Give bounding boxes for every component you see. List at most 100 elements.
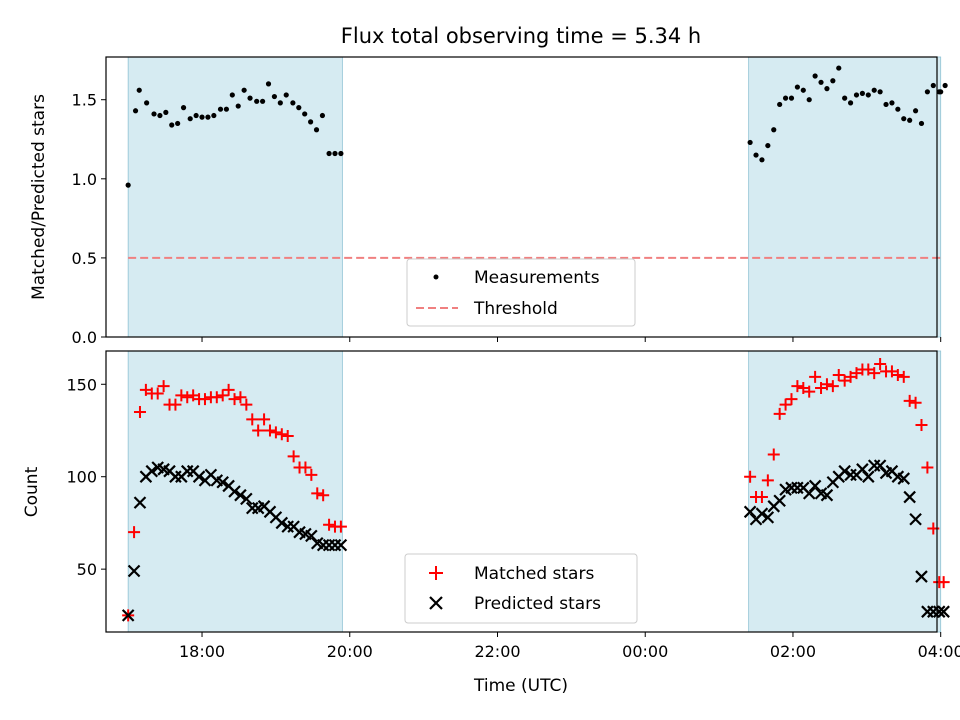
measurement-point (842, 95, 848, 101)
top-x-ticks (201, 337, 942, 342)
predicted-star-point (937, 605, 950, 618)
matched-star-point (198, 393, 211, 406)
measurement-point (836, 65, 842, 71)
predicted-star-point (909, 512, 922, 526)
bottom-legend-box (404, 553, 638, 624)
predicted-star-point (862, 470, 875, 483)
predicted-star-point (915, 570, 928, 583)
predicted-star-point (761, 511, 775, 524)
measurement-point (938, 89, 944, 95)
predicted-star-point (932, 605, 946, 618)
bottom-legend: Matched stars Predicted stars (404, 553, 638, 624)
x-axis-label: Time (UTC) (473, 676, 568, 696)
top-ytick-label: 0.5 (72, 249, 97, 268)
measurement-point (777, 101, 783, 108)
panel-flux: Flux total observing time = 5.34 h 0.00.… (29, 24, 948, 347)
measurement-point (853, 92, 860, 98)
bottom-xtick-label: 00:00 (622, 642, 668, 661)
measurement-point (125, 182, 131, 188)
measurement-point (865, 92, 871, 98)
measurement-point (871, 87, 877, 93)
top-observing-window-0 (127, 56, 343, 338)
measurement-point (277, 100, 283, 106)
matched-star-point (803, 385, 816, 398)
legend-threshold-label: Threshold (473, 299, 558, 319)
measurement-point (175, 120, 181, 127)
bottom-ytick-label: 150 (66, 375, 97, 394)
measurement-point (924, 89, 930, 95)
bottom-y-axis: 50 100 150 (66, 375, 106, 579)
measurement-point (901, 116, 907, 122)
matched-star-point (228, 393, 241, 406)
predicted-star-point (240, 492, 253, 506)
top-legend-box (406, 258, 636, 327)
measurement-point (144, 100, 150, 106)
matched-star-point (210, 391, 223, 404)
measurement-point (830, 78, 836, 84)
matched-star-point (252, 424, 265, 437)
measurement-point (930, 82, 936, 89)
matched-star-point (868, 367, 881, 380)
measurement-point (859, 90, 865, 96)
measurement-point (918, 120, 925, 127)
legend-measurements-label: Measurements (474, 268, 600, 288)
measurement-point (163, 109, 169, 115)
measurement-point (788, 95, 795, 101)
measurement-point (302, 111, 308, 117)
legend-matched-marker (429, 566, 443, 580)
matched-star-point (773, 407, 786, 420)
matched-star-point (175, 389, 188, 402)
matched-star-point (240, 398, 253, 411)
matched-star-point (897, 370, 910, 383)
predicted-star-point (773, 494, 786, 508)
measurement-point (942, 82, 948, 89)
measurement-point (877, 89, 883, 95)
matched-star-point (258, 413, 271, 426)
measurement-point (283, 92, 289, 98)
matched-star-point (311, 487, 324, 500)
measurement-point (332, 150, 338, 157)
matched-star-point (761, 474, 774, 487)
measurement-point (794, 84, 800, 90)
measurement-point (259, 98, 266, 104)
legend-matched-label: Matched stars (474, 564, 594, 584)
measurement-point (199, 114, 205, 120)
measurement-point (254, 98, 260, 104)
matched-star-point (832, 369, 845, 382)
measurement-point (319, 112, 326, 119)
predicted-star-point (145, 464, 159, 478)
matched-star-point (181, 391, 194, 404)
matched-star-point (755, 491, 768, 504)
measurement-point (235, 103, 241, 109)
predicted-star-point (234, 488, 247, 502)
measurement-point (326, 150, 332, 157)
matched-star-point (826, 380, 839, 393)
matched-star-point (891, 369, 904, 382)
bottom-xtick-label: 22:00 (474, 642, 520, 661)
measurement-point (806, 97, 812, 103)
bottom-markers-layer (121, 357, 950, 622)
matched-star-point (820, 378, 833, 391)
matched-star-point (151, 387, 164, 400)
matched-star-point (915, 418, 928, 431)
matched-star-point (299, 461, 312, 474)
matched-star-point (874, 357, 887, 370)
bottom-ytick-label: 50 (77, 560, 97, 579)
predicted-star-point (275, 516, 289, 530)
matched-star-point (275, 428, 288, 441)
matched-star-point (785, 393, 798, 406)
top-ytick-label: 1.0 (72, 170, 97, 189)
legend-predicted-label: Predicted stars (474, 594, 601, 614)
top-legend: Measurements Threshold (406, 258, 636, 327)
predicted-star-point (897, 472, 911, 485)
measurement-point (847, 100, 854, 106)
predicted-star-point (133, 496, 147, 509)
predicted-star-point (121, 609, 135, 622)
matched-star-point (234, 391, 247, 404)
measurement-point (812, 73, 818, 79)
measurement-point (824, 86, 830, 92)
matched-star-point (903, 394, 916, 407)
measurement-point (247, 95, 253, 101)
matched-star-point (334, 520, 347, 533)
measurement-point (771, 127, 777, 133)
